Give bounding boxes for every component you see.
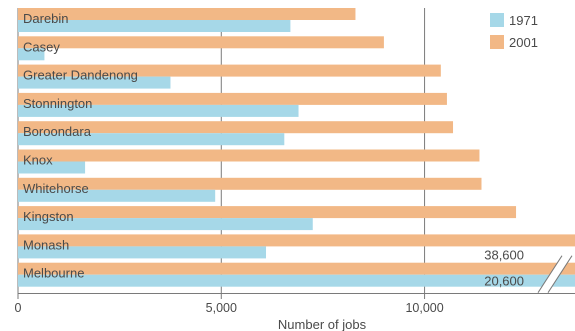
category-label-stonnington: Stonnington	[23, 96, 92, 111]
legend-label-1971: 1971	[509, 13, 538, 28]
category-label-knox: Knox	[23, 153, 53, 168]
bar-2001-kingston	[18, 206, 516, 218]
category-label-whitehorse: Whitehorse	[23, 181, 89, 196]
category-label-darebin: Darebin	[23, 11, 69, 26]
bars	[18, 8, 575, 287]
x-axis-title: Number of jobs	[278, 317, 367, 331]
legend-swatch-1971	[490, 13, 504, 27]
category-label-casey: Casey	[23, 39, 60, 54]
legend-label-2001: 2001	[509, 35, 538, 50]
bar-2001-monash	[18, 234, 575, 246]
tick-label-10-000: 10,000	[405, 301, 443, 315]
tick-label-5-000: 5,000	[206, 301, 237, 315]
tick-label-0: 0	[15, 301, 22, 315]
annotation-2001-melbourne: 38,600	[484, 248, 524, 263]
x-axis: 0 5,000 10,000	[15, 293, 575, 315]
category-label-monash: Monash	[23, 237, 69, 252]
category-label-boroondara: Boroondara	[23, 124, 92, 139]
category-label-kingston: Kingston	[23, 209, 74, 224]
annotation-1971-melbourne: 20,600	[484, 274, 524, 289]
bar-2001-casey	[18, 36, 384, 48]
category-label-melbourne: Melbourne	[23, 266, 84, 281]
bar-2001-knox	[18, 150, 479, 162]
category-label-greater-dandenong: Greater Dandenong	[23, 68, 138, 83]
bar-2001-darebin	[18, 8, 355, 20]
legend: 1971 2001	[490, 13, 538, 50]
legend-swatch-2001	[490, 35, 504, 49]
